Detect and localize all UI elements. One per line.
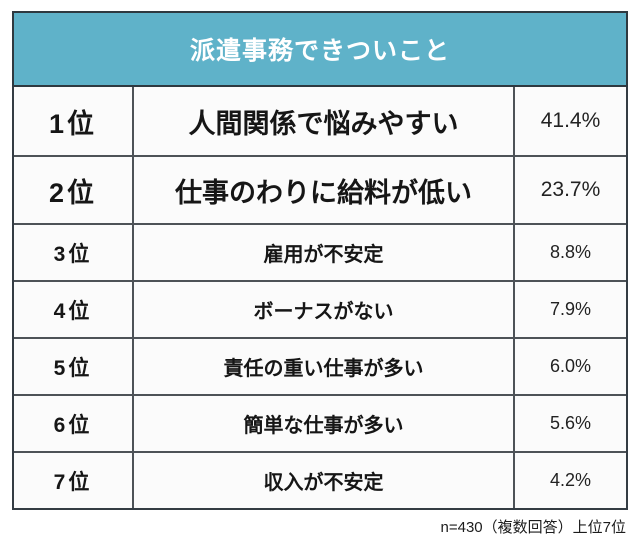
table-row: 6位 簡単な仕事が多い 5.6% — [14, 394, 626, 451]
page-title: 派遣事務できついこと — [189, 37, 450, 65]
item-cell: 人間関係で悩みやすい — [132, 87, 513, 155]
rank-cell: 2位 — [48, 177, 98, 208]
item-cell: 雇用が不安定 — [132, 225, 513, 280]
value-cell: 5.6% — [513, 396, 626, 451]
table-row: 2位 仕事のわりに給料が低い 23.7% — [14, 155, 626, 223]
table-row: 1位 人間関係で悩みやすい 41.4% — [14, 87, 626, 155]
item-cell: ボーナスがない — [132, 282, 513, 337]
value-cell: 41.4% — [513, 87, 626, 155]
rank-cell: 7位 — [53, 470, 93, 494]
ranking-table: 1位 人間関係で悩みやすい 41.4% 2位 仕事のわりに給料が低い 23.7%… — [12, 87, 628, 510]
rank-cell: 3位 — [53, 242, 93, 266]
sample-size-note: n=430（複数回答）上位7位 — [440, 519, 626, 536]
value-cell: 4.2% — [513, 453, 626, 508]
value-cell: 7.9% — [513, 282, 626, 337]
table-row: 4位 ボーナスがない 7.9% — [14, 280, 626, 337]
rank-cell: 1位 — [48, 108, 98, 139]
value-cell: 8.8% — [513, 225, 626, 280]
table-row: 3位 雇用が不安定 8.8% — [14, 223, 626, 280]
item-cell: 収入が不安定 — [132, 453, 513, 508]
value-cell: 6.0% — [513, 339, 626, 394]
table-row: 5位 責任の重い仕事が多い 6.0% — [14, 337, 626, 394]
item-cell: 責任の重い仕事が多い — [132, 339, 513, 394]
table-row: 7位 収入が不安定 4.2% — [14, 451, 626, 508]
rank-cell: 5位 — [53, 356, 93, 380]
title-bar: 派遣事務できついこと — [12, 11, 628, 87]
rank-cell: 4位 — [53, 299, 93, 323]
item-cell: 仕事のわりに給料が低い — [132, 157, 513, 223]
item-cell: 簡単な仕事が多い — [132, 396, 513, 451]
value-cell: 23.7% — [513, 157, 626, 223]
rank-cell: 6位 — [53, 413, 93, 437]
